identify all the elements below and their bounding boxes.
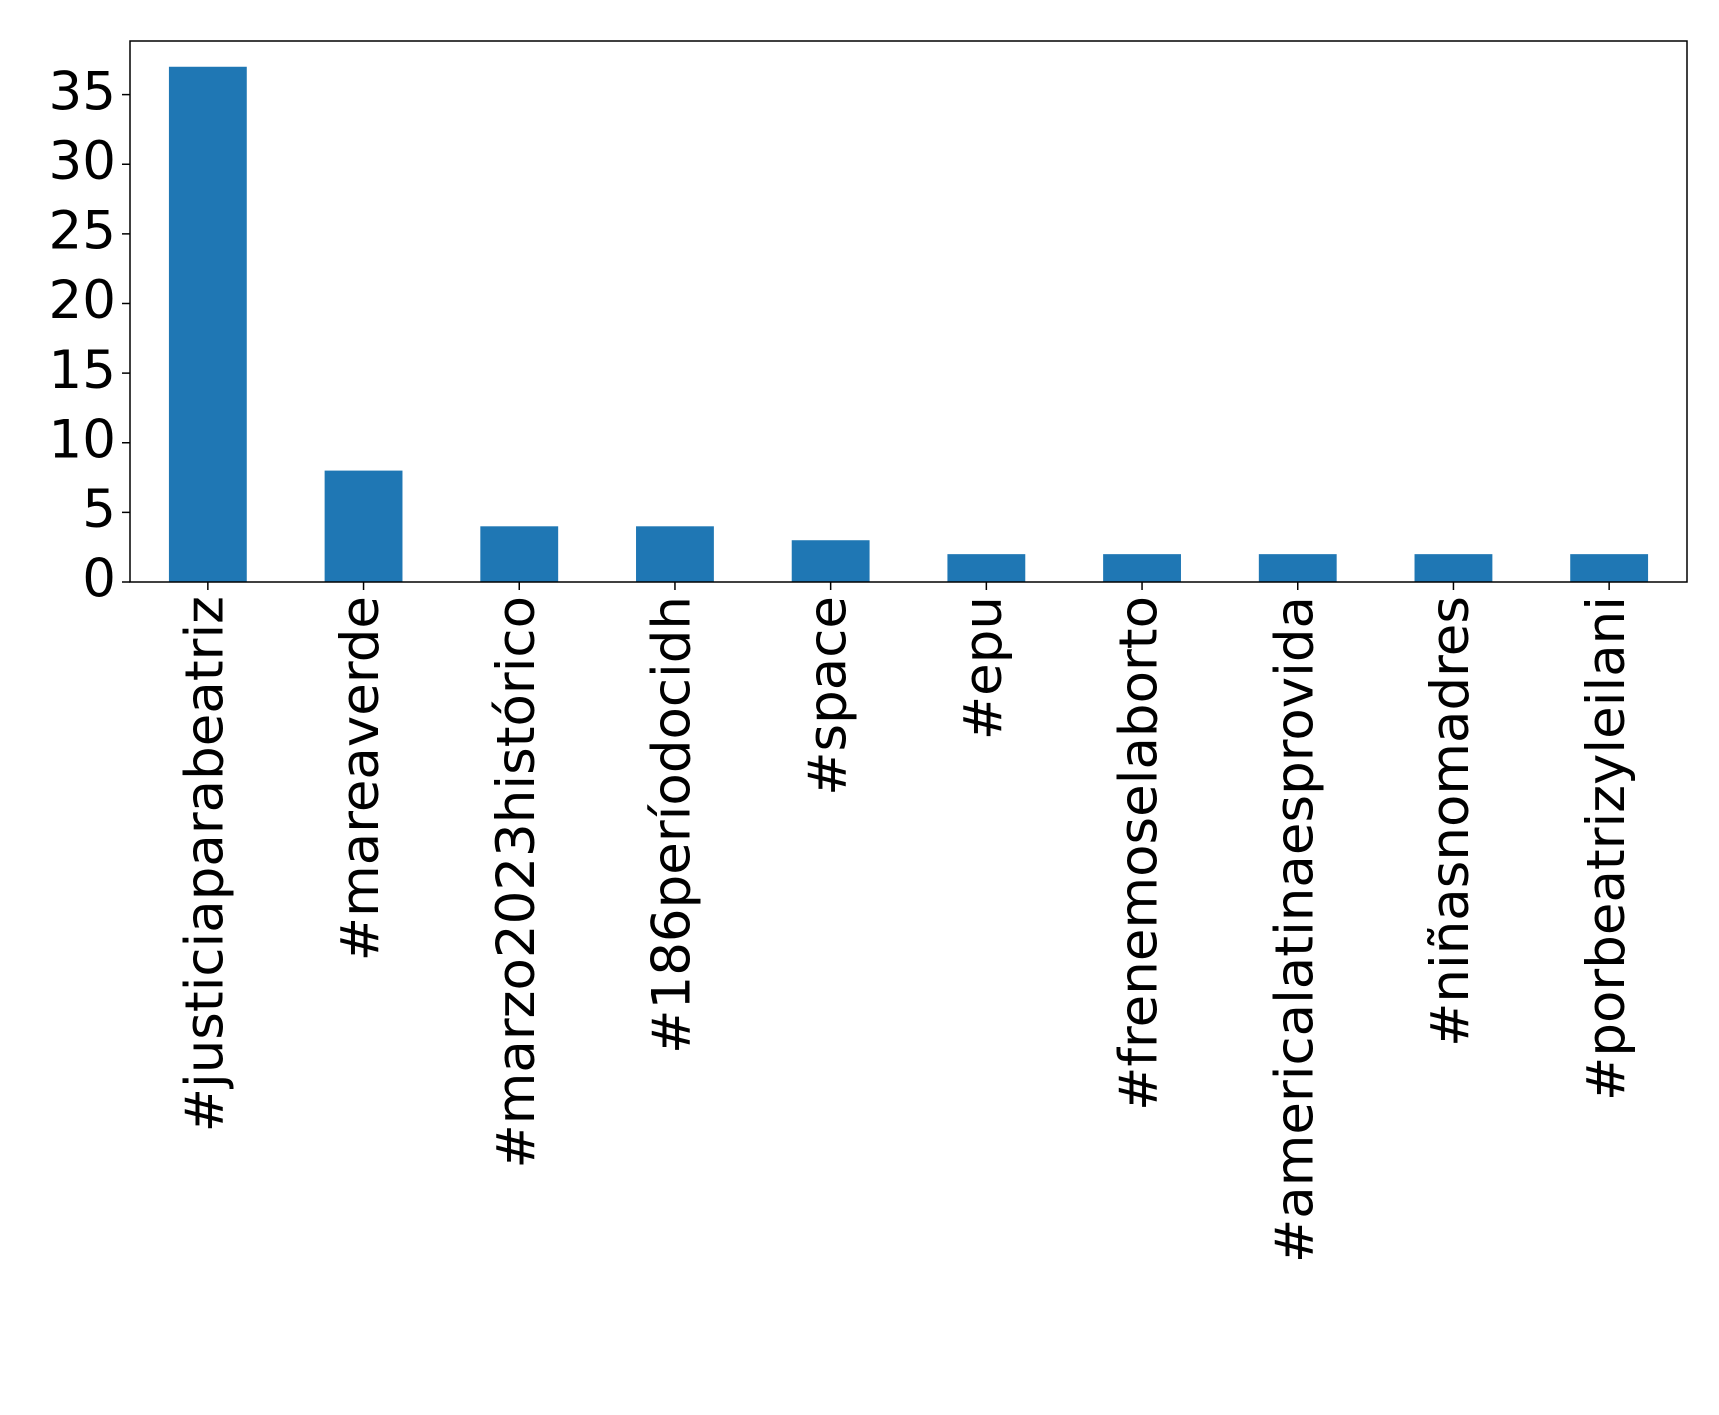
x-tick-label: #marzo2023histórico [486, 596, 547, 1169]
y-tick-label: 5 [82, 479, 116, 540]
x-tick-label: #epu [953, 596, 1014, 740]
bar [791, 540, 870, 582]
plot-frame [129, 40, 1688, 583]
y-tick-label: 25 [49, 201, 116, 262]
bar [947, 554, 1026, 582]
bar [480, 526, 559, 582]
x-tick-label: #frenemoselaborto [1109, 596, 1170, 1111]
bar [168, 66, 247, 582]
y-tick-label: 35 [49, 61, 116, 122]
y-tick-label: 30 [49, 131, 116, 192]
x-tick-label: #186períodocidh [642, 596, 703, 1054]
y-tick-label: 15 [49, 340, 116, 401]
y-tick-label: 20 [49, 270, 116, 331]
x-tick-label: #niñasnomadres [1420, 596, 1481, 1047]
bar [636, 526, 714, 582]
x-tick-label: #americalatinaesprovida [1264, 596, 1325, 1263]
bar [324, 470, 403, 582]
bar [1103, 554, 1181, 582]
bar [1414, 554, 1493, 582]
bar [1570, 554, 1649, 582]
x-tick-label: #space [797, 596, 858, 796]
y-tick-label: 10 [49, 409, 116, 470]
bar [1258, 554, 1337, 582]
x-tick-label: #justiciaparabeatriz [174, 596, 235, 1132]
x-tick-label: #porbeatrizyleilani [1576, 596, 1637, 1101]
x-tick-label: #mareaverde [330, 596, 391, 961]
y-tick-label: 0 [82, 549, 116, 610]
